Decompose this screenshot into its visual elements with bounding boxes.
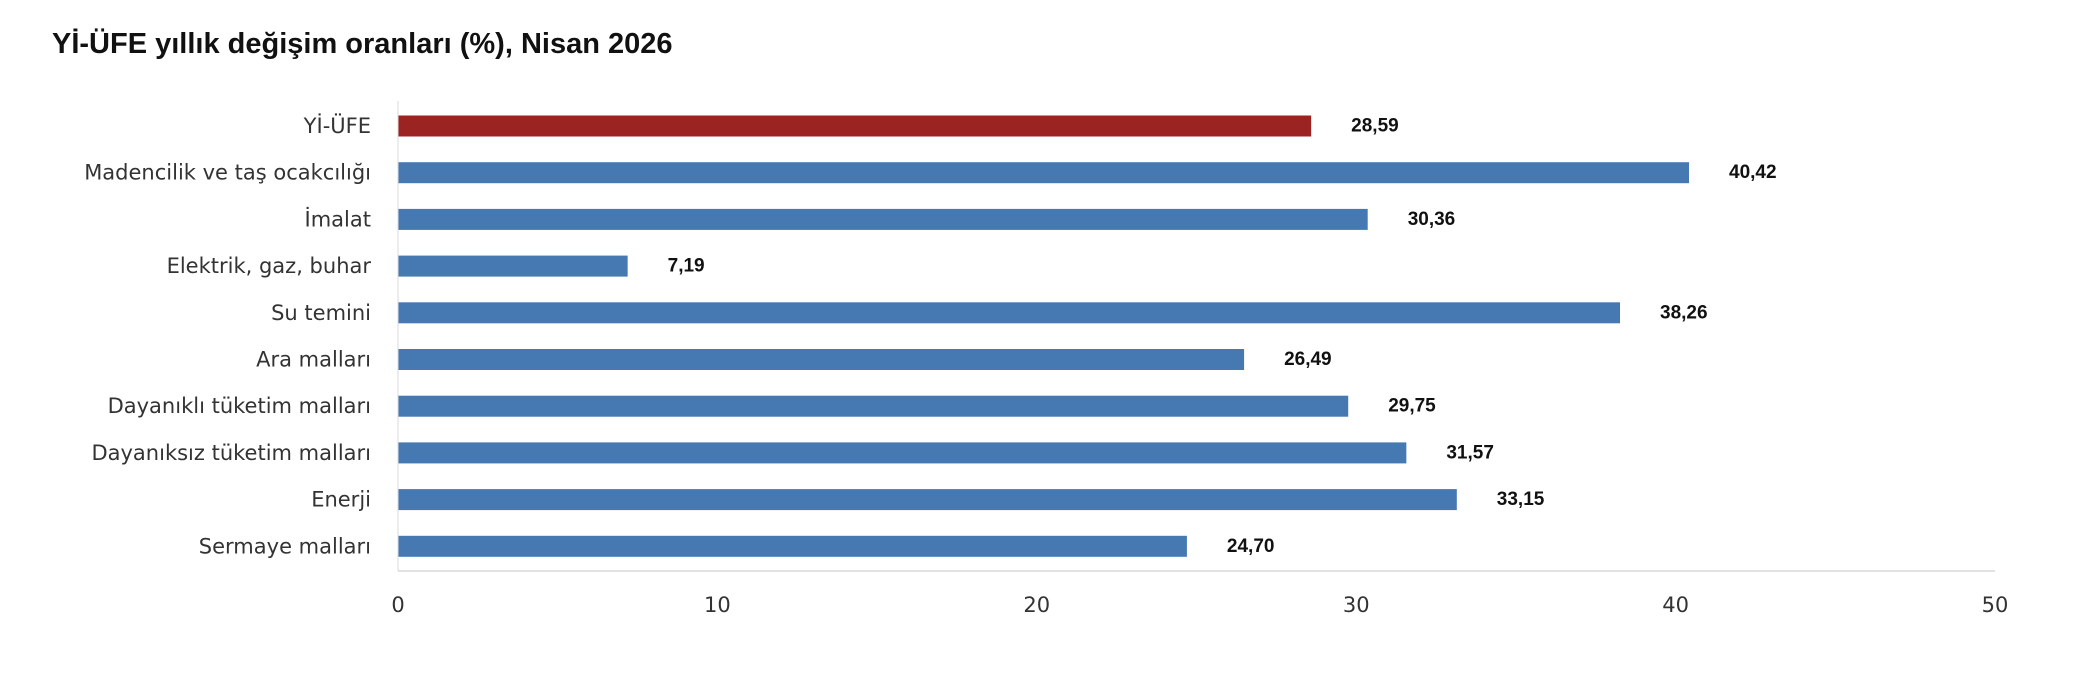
bar-4 (398, 302, 1621, 324)
category-label-0: Yİ-ÜFE (303, 113, 371, 138)
bar-3 (398, 255, 628, 277)
category-label-5: Ara malları (256, 348, 371, 372)
x-tick-label-5: 50 (1982, 593, 2009, 617)
x-tick-label-4: 40 (1662, 593, 1689, 617)
bar-7 (398, 442, 1407, 464)
x-tick-label-2: 20 (1023, 593, 1050, 617)
x-tick-label-3: 30 (1343, 593, 1370, 617)
value-label-2: 30,36 (1408, 209, 1456, 230)
value-label-0: 28,59 (1351, 116, 1399, 137)
category-label-6: Dayanıklı tüketim malları (108, 394, 371, 418)
value-label-4: 38,26 (1660, 302, 1708, 323)
x-axis: 0 10 20 30 40 50 (391, 101, 2008, 617)
bar-8 (398, 489, 1457, 511)
x-tick-label-0: 0 (391, 593, 404, 617)
category-label-4: Su temini (271, 301, 371, 325)
value-label-9: 24,70 (1227, 536, 1275, 557)
category-label-7: Dayanıksız tüketim malları (91, 441, 371, 465)
bar-9 (398, 535, 1187, 557)
category-labels-group: Yİ-ÜFE Madencilik ve taş ocakcılığı İmalat… (84, 113, 371, 558)
value-label-1: 40,42 (1729, 162, 1777, 183)
category-label-2: İmalat (305, 206, 371, 231)
bar-2 (398, 208, 1368, 230)
category-label-8: Enerji (311, 488, 371, 512)
bar-1 (398, 162, 1690, 184)
bar-6 (398, 395, 1349, 417)
value-label-5: 26,49 (1284, 349, 1332, 370)
value-label-3: 7,19 (668, 256, 705, 277)
value-labels-group: 28,59 40,42 30,36 7,19 38,26 26,49 29,75 31,57 3… (668, 116, 1777, 557)
x-tick-label-1: 10 (704, 593, 731, 617)
chart-title: Yİ-ÜFE yıllık değişim oranları (%), Nisa… (52, 28, 673, 60)
category-label-1: Madencilik ve taş ocakcılığı (84, 161, 371, 185)
category-label-3: Elektrik, gaz, buhar (167, 254, 372, 278)
value-label-8: 33,15 (1497, 489, 1545, 510)
category-label-9: Sermaye malları (199, 534, 371, 558)
bar-5 (398, 349, 1245, 370)
value-label-7: 31,57 (1446, 442, 1494, 463)
bars-group (398, 115, 1690, 557)
value-label-6: 29,75 (1388, 396, 1436, 417)
bar-0 (398, 115, 1312, 137)
